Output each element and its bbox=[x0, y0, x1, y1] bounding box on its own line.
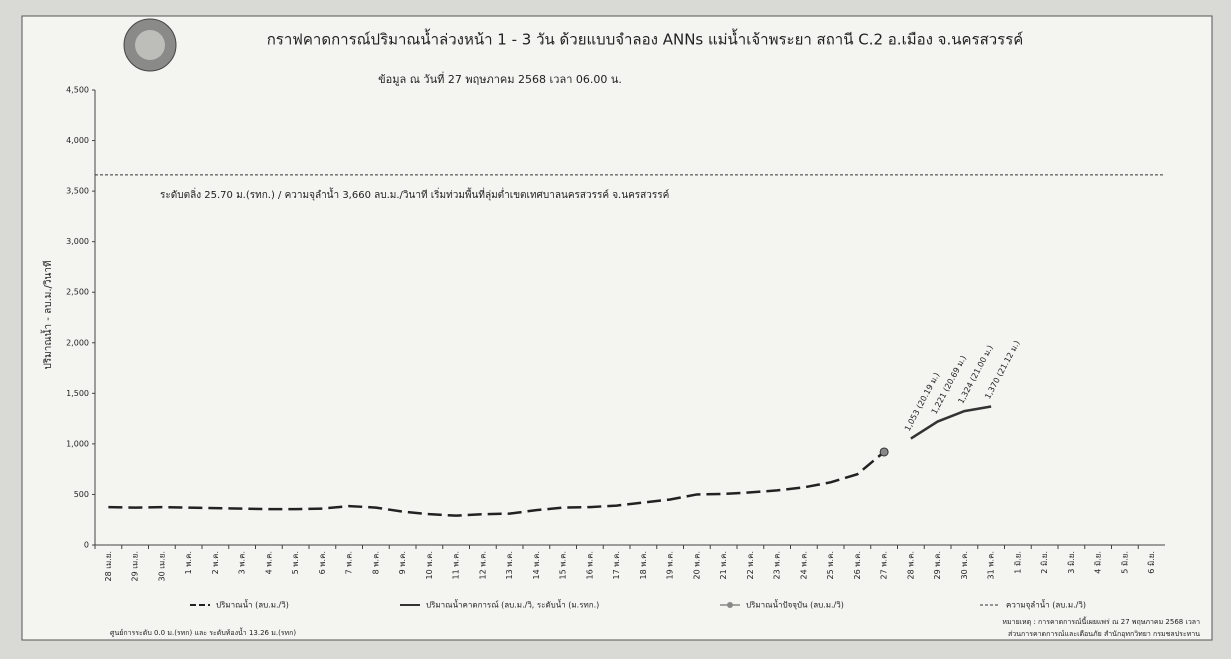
x-tick-label: 22 พ.ค. bbox=[746, 551, 755, 579]
y-tick-label: 1,000 bbox=[66, 439, 89, 448]
legend-label: ความจุลำน้ำ (ลบ.ม./วิ) bbox=[1006, 599, 1086, 610]
x-tick-label: 6 พ.ค. bbox=[318, 551, 327, 574]
x-tick-label: 4 พ.ค. bbox=[264, 551, 273, 574]
x-tick-label: 12 พ.ค. bbox=[478, 551, 487, 579]
series-line bbox=[910, 405, 992, 440]
x-tick-label: 28 เม.ย. bbox=[104, 551, 113, 582]
x-tick-label: 16 พ.ค. bbox=[585, 551, 594, 579]
y-tick-label: 2,500 bbox=[66, 288, 89, 297]
series-line bbox=[108, 451, 885, 517]
x-tick-label: 10 พ.ค. bbox=[425, 551, 434, 579]
x-tick-label: 9 พ.ค. bbox=[398, 551, 407, 574]
emblem-inner bbox=[135, 30, 165, 60]
x-tick-label: 7 พ.ค. bbox=[345, 551, 354, 574]
x-tick-label: 2 พ.ค. bbox=[211, 551, 220, 574]
x-tick-label: 14 พ.ค. bbox=[532, 551, 541, 579]
x-tick-label: 8 พ.ค. bbox=[371, 551, 380, 574]
x-tick-label: 20 พ.ค. bbox=[692, 551, 701, 579]
y-tick-label: 2,000 bbox=[66, 338, 89, 347]
y-tick-label: 1,500 bbox=[66, 389, 89, 398]
current-marker bbox=[879, 447, 889, 457]
chart-frame bbox=[21, 15, 1213, 641]
x-tick-label: 29 เม.ย. bbox=[131, 551, 140, 582]
x-tick-label: 11 พ.ค. bbox=[452, 551, 461, 579]
y-tick-label: 4,000 bbox=[66, 136, 89, 145]
legend-swatch bbox=[727, 602, 733, 608]
x-tick-label: 6 มิ.ย. bbox=[1147, 551, 1156, 574]
x-tick-label: 15 พ.ค. bbox=[559, 551, 568, 579]
y-tick-label: 3,500 bbox=[66, 187, 89, 196]
x-tick-label: 31 พ.ค. bbox=[987, 551, 996, 579]
y-tick-label: 4,500 bbox=[66, 86, 89, 95]
x-tick-label: 1 มิ.ย. bbox=[1013, 551, 1022, 574]
source: ส่วนการคาดการณ์และเตือนภัย สำนักอุทกวิทย… bbox=[1008, 630, 1200, 638]
x-tick-label: 28 พ.ค. bbox=[906, 551, 915, 579]
legend-label: ปริมาณน้ำ (ลบ.ม./วิ) bbox=[216, 599, 289, 610]
chart-subtitle: ข้อมูล ณ วันที่ 27 พฤษภาคม 2568 เวลา 06.… bbox=[378, 71, 622, 86]
legend-label: ปริมาณน้ำคาดการณ์ (ลบ.ม./วิ, ระดับน้ำ (ม… bbox=[426, 599, 599, 610]
x-tick-label: 5 พ.ค. bbox=[291, 551, 300, 574]
x-tick-label: 3 มิ.ย. bbox=[1067, 551, 1076, 574]
footnote: ศูนย์การระดับ 0.0 ม.(รทก) และ ระดับท้องน… bbox=[110, 626, 296, 637]
x-tick-label: 17 พ.ค. bbox=[612, 551, 621, 579]
x-tick-label: 19 พ.ค. bbox=[666, 551, 675, 579]
x-tick-label: 5 มิ.ย. bbox=[1120, 551, 1129, 574]
x-tick-label: 30 พ.ค. bbox=[960, 551, 969, 579]
x-tick-label: 3 พ.ค. bbox=[238, 551, 247, 574]
x-tick-label: 1 พ.ค. bbox=[184, 551, 193, 574]
y-tick-label: 3,000 bbox=[66, 237, 89, 246]
y-tick-label: 0 bbox=[84, 541, 89, 550]
note: หมายเหตุ : การคาดการณ์นี้เผยแพร่ ณ 27 พฤ… bbox=[1002, 615, 1200, 626]
x-tick-label: 23 พ.ค. bbox=[773, 551, 782, 579]
x-tick-label: 4 มิ.ย. bbox=[1094, 551, 1103, 574]
x-tick-label: 24 พ.ค. bbox=[799, 551, 808, 579]
x-tick-label: 25 พ.ค. bbox=[826, 551, 835, 579]
x-tick-label: 21 พ.ค. bbox=[719, 551, 728, 579]
x-tick-label: 26 พ.ค. bbox=[853, 551, 862, 579]
y-axis-label: ปริมาณน้ำ - ลบ.ม./วินาที bbox=[40, 260, 54, 369]
x-tick-label: 27 พ.ค. bbox=[880, 551, 889, 579]
x-tick-label: 30 เม.ย. bbox=[157, 551, 166, 582]
legend-label: ปริมาณน้ำปัจจุบัน (ลบ.ม./วิ) bbox=[746, 599, 844, 610]
x-tick-label: 29 พ.ค. bbox=[933, 551, 942, 579]
annotation: ระดับตลิ่ง 25.70 ม.(รทก.) / ความจุลำน้ำ … bbox=[160, 187, 669, 201]
chart-title: กราฟคาดการณ์ปริมาณน้ำล่วงหน้า 1 - 3 วัน … bbox=[267, 29, 1024, 49]
x-tick-label: 18 พ.ค. bbox=[639, 551, 648, 579]
y-tick-label: 500 bbox=[74, 490, 89, 499]
x-tick-label: 13 พ.ค. bbox=[505, 551, 514, 579]
x-tick-label: 2 มิ.ย. bbox=[1040, 551, 1049, 574]
